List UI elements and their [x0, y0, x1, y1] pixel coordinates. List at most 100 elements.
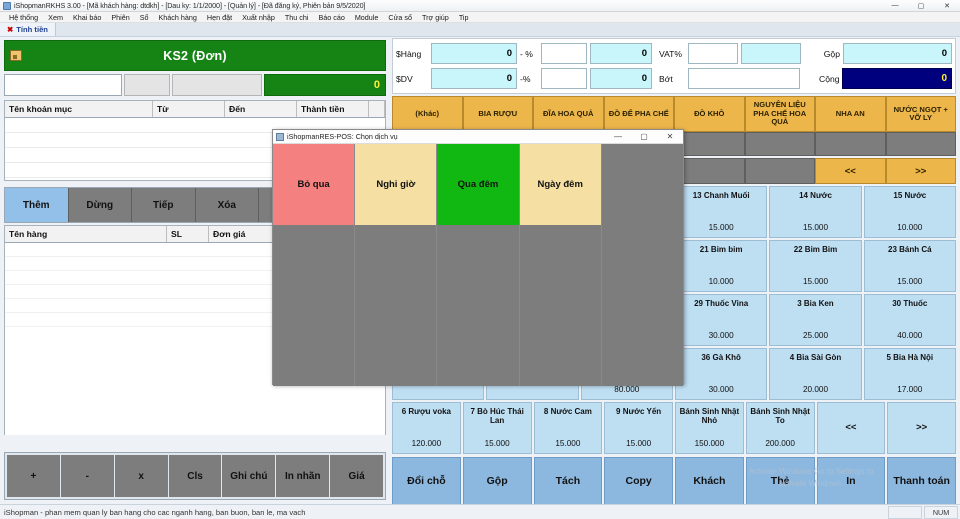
button-dung[interactable]: Dừng [68, 188, 132, 222]
dialog-button-bo-qua[interactable]: Bỏ qua [273, 144, 356, 225]
maximize-icon[interactable]: ▢ [917, 2, 925, 10]
button-tiep[interactable]: Tiếp [132, 188, 196, 222]
button-tach[interactable]: Tách [533, 457, 603, 505]
table-row[interactable] [5, 257, 385, 271]
dialog-button-qua-dem[interactable]: Qua đêm [437, 144, 520, 225]
dialog-minimize-icon[interactable]: — [614, 132, 622, 141]
dialog-button-empty-2[interactable] [273, 224, 356, 306]
button-ghi-chu[interactable]: Ghi chú [222, 455, 277, 497]
menu-item-khach-hang[interactable]: Khách hàng [158, 12, 197, 22]
category-nav-next-button[interactable]: >> [885, 158, 956, 184]
product-cell[interactable]: 22 Bim Bim 15.000 [769, 240, 862, 292]
product-nav-next-button[interactable]: >> [887, 402, 956, 454]
dialog-button-ngay-dem[interactable]: Ngày đêm [519, 144, 602, 225]
product-cell[interactable]: 5 Bia Hà Nội 17.000 [863, 348, 956, 400]
button-them[interactable]: Thêm [5, 188, 69, 222]
button-gop[interactable]: Gộp [462, 457, 532, 505]
dialog-button-empty-5[interactable] [519, 224, 602, 306]
category-nuoc-ngot-vo-ly[interactable]: NƯỚC NGỌT + VỠ LY [885, 96, 956, 132]
field-pct-2[interactable] [541, 68, 587, 89]
field-discount-1[interactable]: 0 [590, 43, 652, 64]
table-row[interactable] [5, 299, 385, 313]
table-row[interactable] [5, 313, 385, 327]
product-cell[interactable]: 6 Rượu voka 120.000 [392, 402, 461, 454]
button-thanh-toan[interactable]: Thanh toán [887, 457, 956, 505]
toolbar-gray-box-2[interactable] [172, 74, 262, 96]
tab-tinh-tien[interactable]: ✖ Tính tiền [0, 23, 56, 36]
category-do-kho[interactable]: ĐỒ KHÔ [674, 96, 745, 132]
category-bia-ruou[interactable]: BIA RƯỢU [462, 96, 533, 132]
menu-item-tip[interactable]: Tip [458, 12, 469, 22]
dialog-button-empty-10[interactable] [519, 305, 602, 387]
tab-close-icon[interactable]: ✖ [7, 24, 14, 34]
close-icon[interactable]: ✕ [944, 2, 950, 10]
button-doi-cho[interactable]: Đổi chỗ [392, 457, 461, 505]
category-dia-hoa-qua[interactable]: ĐĨA HOA QUẢ [533, 96, 604, 132]
table-row[interactable] [5, 133, 385, 148]
category-khac[interactable]: (Khác) [392, 96, 463, 132]
menu-item-bao-cao[interactable]: Báo cáo [318, 12, 345, 22]
dialog-close-icon[interactable]: ✕ [666, 132, 674, 141]
button-plus[interactable]: + [7, 455, 61, 497]
product-cell[interactable]: 29 Thuốc Vina 30.000 [674, 294, 768, 346]
button-xoa[interactable]: Xóa [195, 188, 259, 222]
dialog-button-empty-8[interactable] [355, 305, 438, 387]
category-do-de-pha-che[interactable]: ĐỒ ĐỂ PHA CHẾ [603, 96, 674, 132]
field-vat[interactable] [688, 43, 738, 64]
menu-item-thu-chi[interactable]: Thu chi [284, 12, 309, 22]
button-the[interactable]: Thẻ [745, 457, 815, 505]
field-discount-2[interactable]: 0 [590, 68, 652, 89]
product-cell[interactable]: 4 Bia Sài Gòn 20.000 [769, 348, 862, 400]
button-cls[interactable]: Cls [168, 455, 223, 497]
dialog-button-empty-9[interactable] [437, 305, 520, 387]
menu-item-xuat-nhap[interactable]: Xuất nhập [242, 12, 275, 22]
field-gop[interactable]: 0 [843, 43, 952, 64]
search-input[interactable] [4, 74, 122, 96]
product-cell[interactable]: 3 Bia Ken 25.000 [769, 294, 862, 346]
button-khach[interactable]: Khách [675, 457, 744, 505]
category-nguyen-lieu-pha-che-hoa-qua[interactable]: NGUYÊN LIỆU PHA CHẾ HOA QUẢ [744, 96, 815, 132]
dialog-maximize-icon[interactable]: ▢ [640, 132, 648, 141]
dialog-button-empty-3[interactable] [355, 224, 438, 306]
menu-item-tro-giup[interactable]: Trợ giúp [421, 12, 449, 22]
category-slot-8[interactable] [885, 132, 956, 156]
button-copy[interactable]: Copy [604, 457, 673, 505]
menu-item-phien[interactable]: Phiên [111, 12, 130, 22]
category-slot-13[interactable] [674, 158, 745, 184]
menu-item-cua-so[interactable]: Cửa sổ [388, 12, 412, 22]
dialog-button-empty-4[interactable] [437, 224, 520, 306]
toolbar-gray-box-1[interactable] [124, 74, 170, 96]
table-row[interactable] [5, 285, 385, 299]
field-pct-1[interactable] [541, 43, 587, 64]
button-multiply[interactable]: x [114, 455, 169, 497]
button-in-nhan[interactable]: In nhãn [276, 455, 331, 497]
product-cell[interactable]: 9 Nước Yến 15.000 [604, 402, 673, 454]
dialog-button-empty-1[interactable] [601, 144, 684, 225]
field-vat-amount[interactable] [741, 43, 801, 64]
menu-item-khai-bao[interactable]: Khai báo [72, 12, 102, 22]
menu-item-so[interactable]: Sổ [139, 12, 149, 22]
minimize-icon[interactable]: — [891, 2, 899, 9]
product-cell[interactable]: Bánh Sinh Nhật Nhỏ 150.000 [675, 402, 744, 454]
category-slot-5[interactable] [674, 132, 745, 156]
product-cell[interactable]: 23 Bánh Cá 15.000 [863, 240, 956, 292]
product-cell[interactable]: 15 Nước 10.000 [863, 186, 956, 238]
product-cell[interactable]: 36 Gà Khô 30.000 [674, 348, 768, 400]
product-cell[interactable]: 30 Thuốc 40.000 [863, 294, 956, 346]
product-cell[interactable]: 14 Nước 15.000 [769, 186, 862, 238]
product-nav-prev-button[interactable]: << [816, 402, 886, 454]
dialog-button-empty-6[interactable] [601, 224, 684, 306]
field-bot[interactable] [688, 68, 800, 89]
field-dv-value[interactable]: 0 [431, 68, 517, 89]
product-cell[interactable]: 13 Chanh Muối 15.000 [674, 186, 768, 238]
category-slot-7[interactable] [815, 132, 886, 156]
category-slot-6[interactable] [744, 132, 815, 156]
dialog-button-empty-7[interactable] [273, 305, 356, 387]
table-row[interactable] [5, 271, 385, 285]
product-cell[interactable]: Bánh Sinh Nhật To 200.000 [745, 402, 815, 454]
category-nav-prev-button[interactable]: << [815, 158, 886, 184]
table-row[interactable] [5, 118, 385, 133]
menu-item-hen-dat[interactable]: Hẹn đặt [206, 12, 233, 22]
button-minus[interactable]: - [60, 455, 115, 497]
table-row[interactable] [5, 148, 385, 163]
